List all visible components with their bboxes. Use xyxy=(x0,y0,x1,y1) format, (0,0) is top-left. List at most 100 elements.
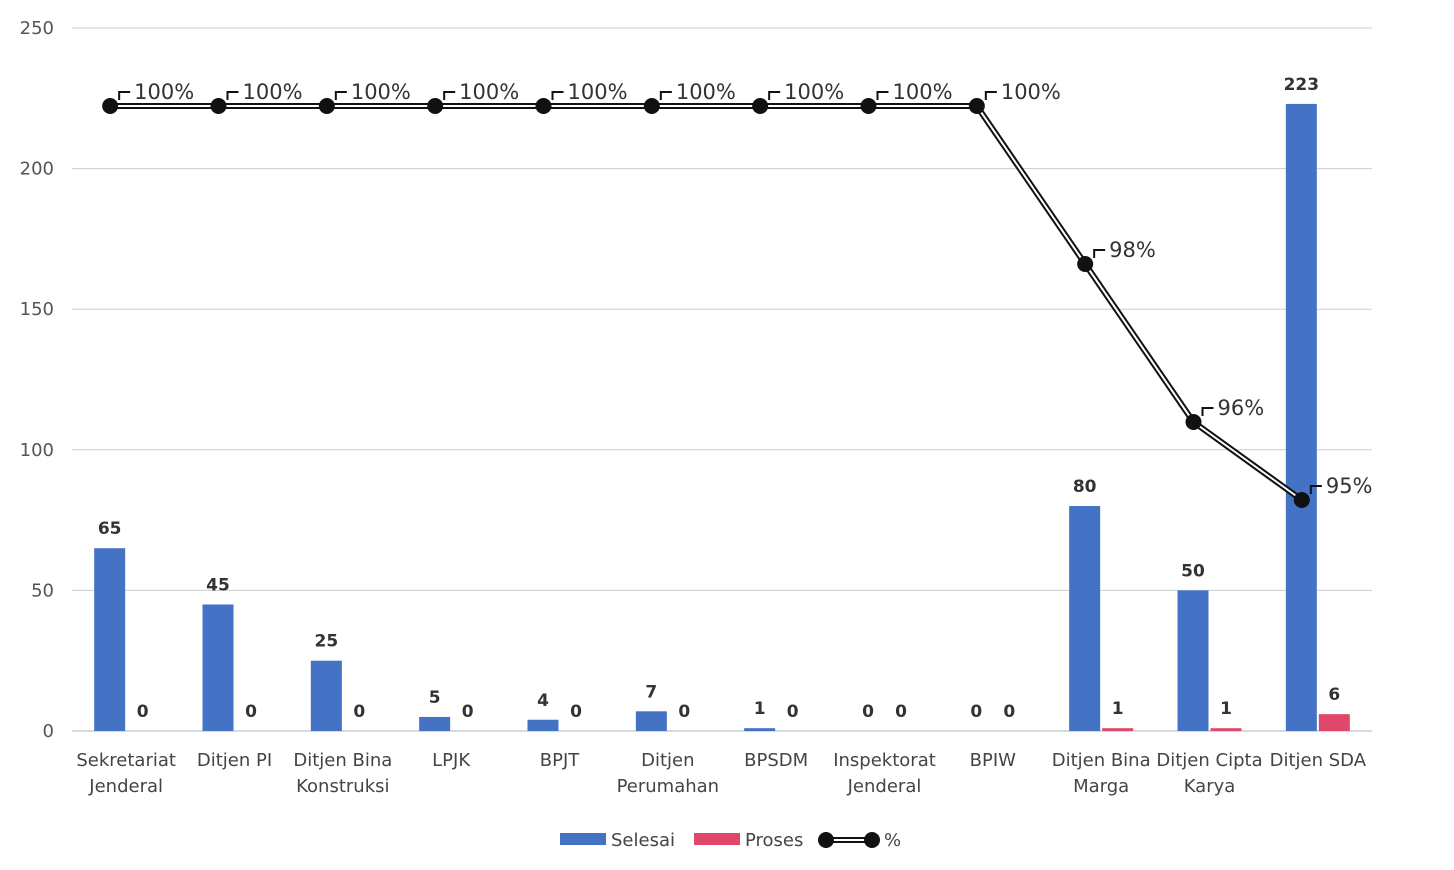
data-label-selesai: 65 xyxy=(98,519,122,539)
data-label-selesai: 45 xyxy=(206,575,230,595)
percent-label: 95% xyxy=(1326,474,1373,498)
category-label: Marga xyxy=(1073,776,1129,797)
y-tick-label: 0 xyxy=(43,721,54,742)
legend-marker-left xyxy=(818,832,834,848)
category-label: Ditjen Cipta xyxy=(1156,750,1262,771)
category-label: Perumahan xyxy=(617,776,720,797)
percent-marker xyxy=(861,98,877,114)
percent-leader xyxy=(444,92,455,100)
data-label-selesai: 5 xyxy=(429,688,441,708)
category-label: BPSDM xyxy=(744,750,808,771)
bar-selesai xyxy=(1286,104,1317,731)
percent-marker xyxy=(536,98,552,114)
legend-swatch-proses xyxy=(694,833,740,845)
bar-selesai xyxy=(203,604,234,731)
data-label-selesai: 1 xyxy=(754,699,766,719)
category-label: Konstruksi xyxy=(296,776,389,797)
legend-swatch-selesai xyxy=(560,833,606,845)
data-label-proses: 1 xyxy=(1220,699,1232,719)
bar-selesai xyxy=(311,661,342,731)
percent-label: 100% xyxy=(893,80,953,104)
bar-selesai xyxy=(528,720,559,731)
data-label-proses: 1 xyxy=(1112,699,1124,719)
percent-leader xyxy=(878,92,889,100)
bar-selesai xyxy=(1069,506,1100,731)
percent-leader xyxy=(228,92,239,100)
percent-marker xyxy=(102,98,118,114)
category-label: Inspektorat xyxy=(833,750,936,771)
category-label: BPJT xyxy=(540,750,581,771)
percent-label: 100% xyxy=(459,80,519,104)
percent-marker xyxy=(427,98,443,114)
category-label: Karya xyxy=(1184,776,1236,797)
data-label-proses: 0 xyxy=(1003,702,1015,722)
data-label-selesai: 50 xyxy=(1181,561,1205,581)
category-label: BPIW xyxy=(970,750,1017,771)
data-label-proses: 0 xyxy=(678,702,690,722)
percent-label: 100% xyxy=(784,80,844,104)
percent-label: 100% xyxy=(568,80,628,104)
percent-label: 98% xyxy=(1109,238,1156,262)
data-label-selesai: 25 xyxy=(314,632,338,652)
bar-proses xyxy=(1211,728,1242,731)
data-label-selesai: 223 xyxy=(1284,75,1320,95)
percent-marker xyxy=(1077,256,1093,272)
category-label: Jenderal xyxy=(88,776,163,797)
category-label: Jenderal xyxy=(847,776,922,797)
bar-selesai xyxy=(636,711,667,731)
category-label: LPJK xyxy=(432,750,471,771)
data-label-proses: 0 xyxy=(462,702,474,722)
data-label-selesai: 4 xyxy=(537,691,549,711)
category-label: Ditjen SDA xyxy=(1270,750,1367,771)
bar-selesai xyxy=(744,728,775,731)
percent-marker xyxy=(211,98,227,114)
percent-leader xyxy=(769,92,780,100)
percent-line xyxy=(102,92,1322,508)
percent-label: 100% xyxy=(243,80,303,104)
percent-label: 100% xyxy=(351,80,411,104)
bar-selesai xyxy=(1178,590,1209,731)
y-tick-label: 50 xyxy=(31,580,54,601)
data-label-selesai: 0 xyxy=(862,702,874,722)
data-label-proses: 0 xyxy=(895,702,907,722)
percent-label: 100% xyxy=(134,80,194,104)
y-tick-label: 200 xyxy=(20,159,54,180)
percent-leader xyxy=(1094,250,1105,258)
percent-leader xyxy=(986,92,997,100)
percent-marker xyxy=(969,98,985,114)
y-tick-label: 150 xyxy=(20,299,54,320)
legend-label-proses: Proses xyxy=(745,830,803,851)
data-label-proses: 6 xyxy=(1328,685,1340,705)
y-tick-label: 250 xyxy=(20,18,54,39)
percent-marker xyxy=(752,98,768,114)
category-label: Ditjen PI xyxy=(197,750,272,771)
category-label: Sekretariat xyxy=(76,750,176,771)
data-label-selesai: 7 xyxy=(645,682,657,702)
category-label: Ditjen Bina xyxy=(293,750,392,771)
category-label: Ditjen Bina xyxy=(1052,750,1151,771)
category-label: Ditjen xyxy=(641,750,694,771)
data-label-proses: 0 xyxy=(245,702,257,722)
percent-leader xyxy=(119,92,130,100)
bars xyxy=(94,104,1350,731)
y-tick-label: 100 xyxy=(20,440,54,461)
percent-marker xyxy=(319,98,335,114)
percent-label: 96% xyxy=(1218,396,1265,420)
data-label-proses: 0 xyxy=(570,702,582,722)
percent-leader xyxy=(1203,408,1214,416)
data-label-proses: 0 xyxy=(787,702,799,722)
percent-leader xyxy=(336,92,347,100)
legend-marker-right xyxy=(864,832,880,848)
data-label-selesai: 80 xyxy=(1073,477,1097,497)
percent-label: 100% xyxy=(676,80,736,104)
percent-line-inner xyxy=(110,106,1302,500)
bar-selesai xyxy=(94,548,125,731)
percent-marker xyxy=(1186,414,1202,430)
data-label-proses: 0 xyxy=(353,702,365,722)
percent-leader xyxy=(553,92,564,100)
percent-leader xyxy=(661,92,672,100)
data-label-proses: 0 xyxy=(137,702,149,722)
data-label-selesai: 0 xyxy=(970,702,982,722)
